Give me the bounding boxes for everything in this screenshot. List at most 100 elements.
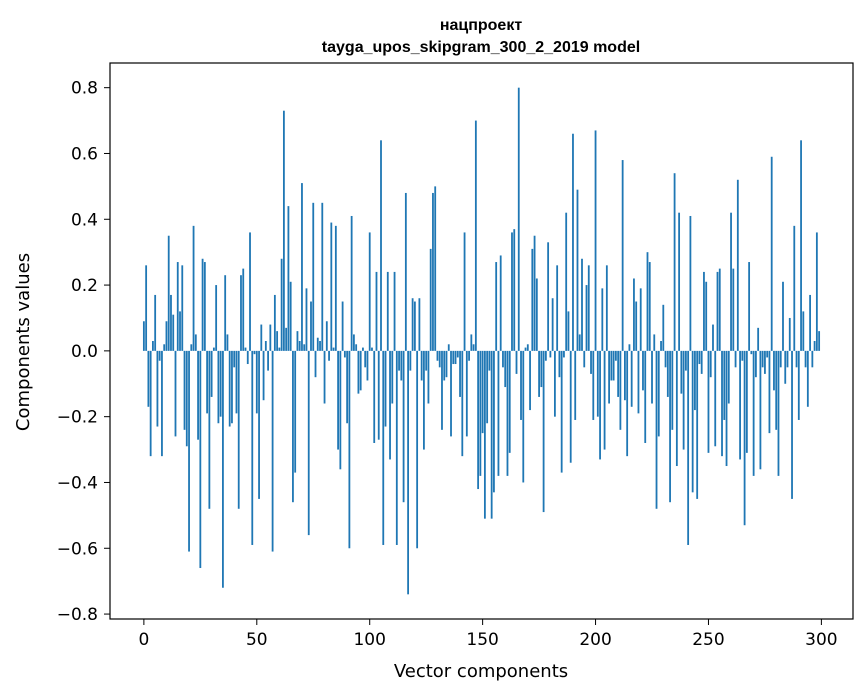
chart-title-line1: нацпроект bbox=[440, 17, 523, 34]
bar bbox=[465, 350, 468, 437]
bar bbox=[716, 271, 719, 351]
bar bbox=[511, 232, 513, 351]
bar bbox=[190, 344, 193, 351]
bar bbox=[334, 225, 337, 351]
bar bbox=[432, 192, 434, 351]
x-tick-label: 50 bbox=[246, 630, 268, 650]
bar bbox=[551, 298, 554, 351]
bar bbox=[775, 350, 778, 430]
bar bbox=[486, 350, 489, 424]
bar bbox=[423, 350, 425, 450]
bar bbox=[307, 350, 310, 536]
bar bbox=[809, 294, 811, 351]
x-axis-ticks: 0 50 100 150 200 250 300 bbox=[138, 619, 838, 650]
bar bbox=[673, 173, 676, 351]
bar bbox=[172, 314, 175, 351]
bar bbox=[797, 350, 800, 420]
bar bbox=[732, 268, 735, 351]
bar bbox=[750, 350, 753, 355]
bar bbox=[292, 350, 294, 503]
bar bbox=[296, 331, 299, 351]
bar bbox=[531, 248, 534, 351]
y-tick-label: 0.0 bbox=[71, 342, 98, 362]
bar bbox=[594, 130, 597, 351]
bar bbox=[700, 350, 703, 374]
bar bbox=[684, 350, 687, 371]
bar bbox=[192, 225, 195, 351]
bar bbox=[447, 344, 450, 351]
bar bbox=[759, 350, 762, 470]
bar bbox=[628, 344, 631, 351]
bar bbox=[723, 350, 726, 420]
bar bbox=[282, 110, 285, 351]
bar bbox=[587, 265, 590, 351]
bar bbox=[165, 321, 168, 351]
bar bbox=[328, 350, 330, 361]
bar bbox=[714, 350, 717, 447]
bar bbox=[635, 301, 638, 351]
bar bbox=[400, 350, 403, 381]
bar bbox=[707, 350, 710, 453]
bar bbox=[375, 271, 378, 351]
bar bbox=[499, 255, 502, 351]
bar bbox=[696, 350, 699, 499]
bar bbox=[813, 341, 816, 351]
y-axis-ticks: −0.8 −0.6 −0.4 −0.2 0.0 0.2 0.4 0.6 0.8 bbox=[57, 79, 110, 625]
bar bbox=[703, 271, 705, 351]
bar bbox=[454, 350, 457, 365]
bar bbox=[271, 350, 274, 552]
bar bbox=[601, 288, 604, 351]
bar bbox=[612, 350, 615, 381]
bar bbox=[610, 350, 613, 381]
bar bbox=[535, 278, 538, 351]
bar bbox=[339, 350, 342, 470]
bar bbox=[285, 327, 288, 351]
bar bbox=[391, 350, 394, 404]
bar bbox=[420, 350, 423, 381]
bar bbox=[624, 350, 626, 401]
bar bbox=[249, 232, 251, 351]
bar bbox=[163, 344, 166, 351]
bar bbox=[269, 324, 272, 351]
x-tick-label: 300 bbox=[805, 630, 837, 650]
bar bbox=[773, 350, 775, 391]
bar bbox=[359, 350, 362, 391]
bar bbox=[488, 350, 491, 371]
bar bbox=[540, 350, 543, 388]
bar bbox=[402, 350, 405, 503]
bar bbox=[691, 350, 694, 493]
bar bbox=[777, 350, 780, 476]
bar bbox=[533, 235, 536, 351]
bar bbox=[273, 294, 276, 351]
bar bbox=[764, 350, 766, 374]
bar bbox=[549, 350, 552, 358]
bar bbox=[626, 350, 629, 457]
bar bbox=[332, 347, 335, 351]
bar bbox=[795, 350, 798, 368]
y-tick-label: −0.8 bbox=[57, 605, 98, 625]
x-axis-label: Vector components bbox=[394, 661, 568, 682]
bar bbox=[768, 350, 771, 434]
x-tick-label: 150 bbox=[466, 630, 498, 650]
bar bbox=[262, 350, 265, 401]
chart-title-line2: tayga_upos_skipgram_300_2_2019 model bbox=[322, 39, 640, 56]
bar bbox=[436, 350, 439, 361]
bar bbox=[734, 350, 737, 368]
bar bbox=[617, 350, 620, 397]
bar bbox=[316, 337, 319, 351]
bar bbox=[793, 225, 796, 351]
bar bbox=[633, 278, 635, 351]
bar bbox=[583, 350, 586, 368]
bar bbox=[314, 350, 317, 378]
bar bbox=[407, 350, 410, 595]
bar bbox=[242, 268, 245, 351]
bar bbox=[418, 298, 421, 351]
bar bbox=[251, 350, 254, 545]
bar bbox=[565, 212, 568, 351]
bar bbox=[434, 186, 437, 351]
bar bbox=[578, 334, 581, 351]
bar bbox=[352, 334, 355, 351]
bar bbox=[782, 281, 784, 351]
bar bbox=[497, 350, 500, 476]
